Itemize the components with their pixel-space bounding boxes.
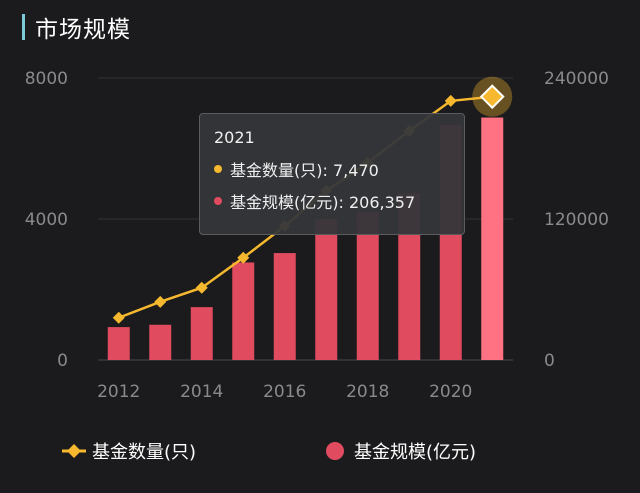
bar bbox=[107, 327, 130, 360]
line-point bbox=[444, 94, 457, 107]
x-tick-label: 2016 bbox=[263, 382, 306, 402]
bar bbox=[232, 262, 255, 360]
legend-label-fund-count: 基金数量(只) bbox=[92, 442, 197, 463]
y-left-tick-label: 4000 bbox=[25, 210, 68, 230]
line-point bbox=[154, 295, 167, 308]
legend-item-fund-count[interactable]: 基金数量(只) bbox=[62, 436, 196, 466]
bar bbox=[273, 253, 296, 360]
bar bbox=[149, 324, 172, 360]
highlight-point bbox=[479, 84, 505, 110]
y-right-tick-label: 120000 bbox=[544, 210, 609, 230]
line-point bbox=[195, 281, 208, 294]
y-right-tick-label: 240000 bbox=[544, 69, 609, 89]
bar bbox=[356, 211, 379, 360]
legend-label-fund-scale: 基金规模(亿元) bbox=[354, 442, 477, 463]
bar bbox=[481, 117, 504, 361]
tooltip-dot-icon bbox=[214, 197, 222, 205]
tooltip-dot-icon bbox=[214, 165, 222, 173]
x-tick-label: 2018 bbox=[346, 382, 389, 402]
y-left-tick-label: 8000 bbox=[25, 69, 68, 89]
tooltip-scale-text: 基金规模(亿元): 206,357 bbox=[230, 193, 416, 212]
tooltip-row-count: 基金数量(只): 7,470 bbox=[214, 157, 464, 181]
y-left-tick-label: 0 bbox=[57, 351, 68, 371]
x-tick-label: 2014 bbox=[180, 382, 223, 402]
tooltip-title: 2021 bbox=[214, 128, 255, 147]
line-point bbox=[237, 251, 250, 264]
x-tick-label: 2012 bbox=[97, 382, 140, 402]
tooltip: 2021 基金数量(只): 7,470 基金规模(亿元): 206,357 bbox=[199, 113, 465, 235]
line-point bbox=[112, 311, 125, 324]
line-diamond-icon bbox=[62, 444, 86, 458]
title-accent-bar bbox=[22, 14, 25, 40]
y-right-tick-label: 0 bbox=[544, 351, 555, 371]
tooltip-row-scale: 基金规模(亿元): 206,357 bbox=[214, 189, 464, 213]
bar bbox=[190, 307, 213, 360]
bar bbox=[315, 219, 338, 360]
tooltip-count-text: 基金数量(只): 7,470 bbox=[230, 161, 379, 180]
chart-header: 市场规模 bbox=[22, 12, 131, 43]
legend-item-fund-scale[interactable]: 基金规模(亿元) bbox=[326, 436, 476, 466]
chart-title: 市场规模 bbox=[35, 17, 131, 43]
x-tick-label: 2020 bbox=[429, 382, 472, 402]
circle-icon bbox=[326, 442, 344, 460]
